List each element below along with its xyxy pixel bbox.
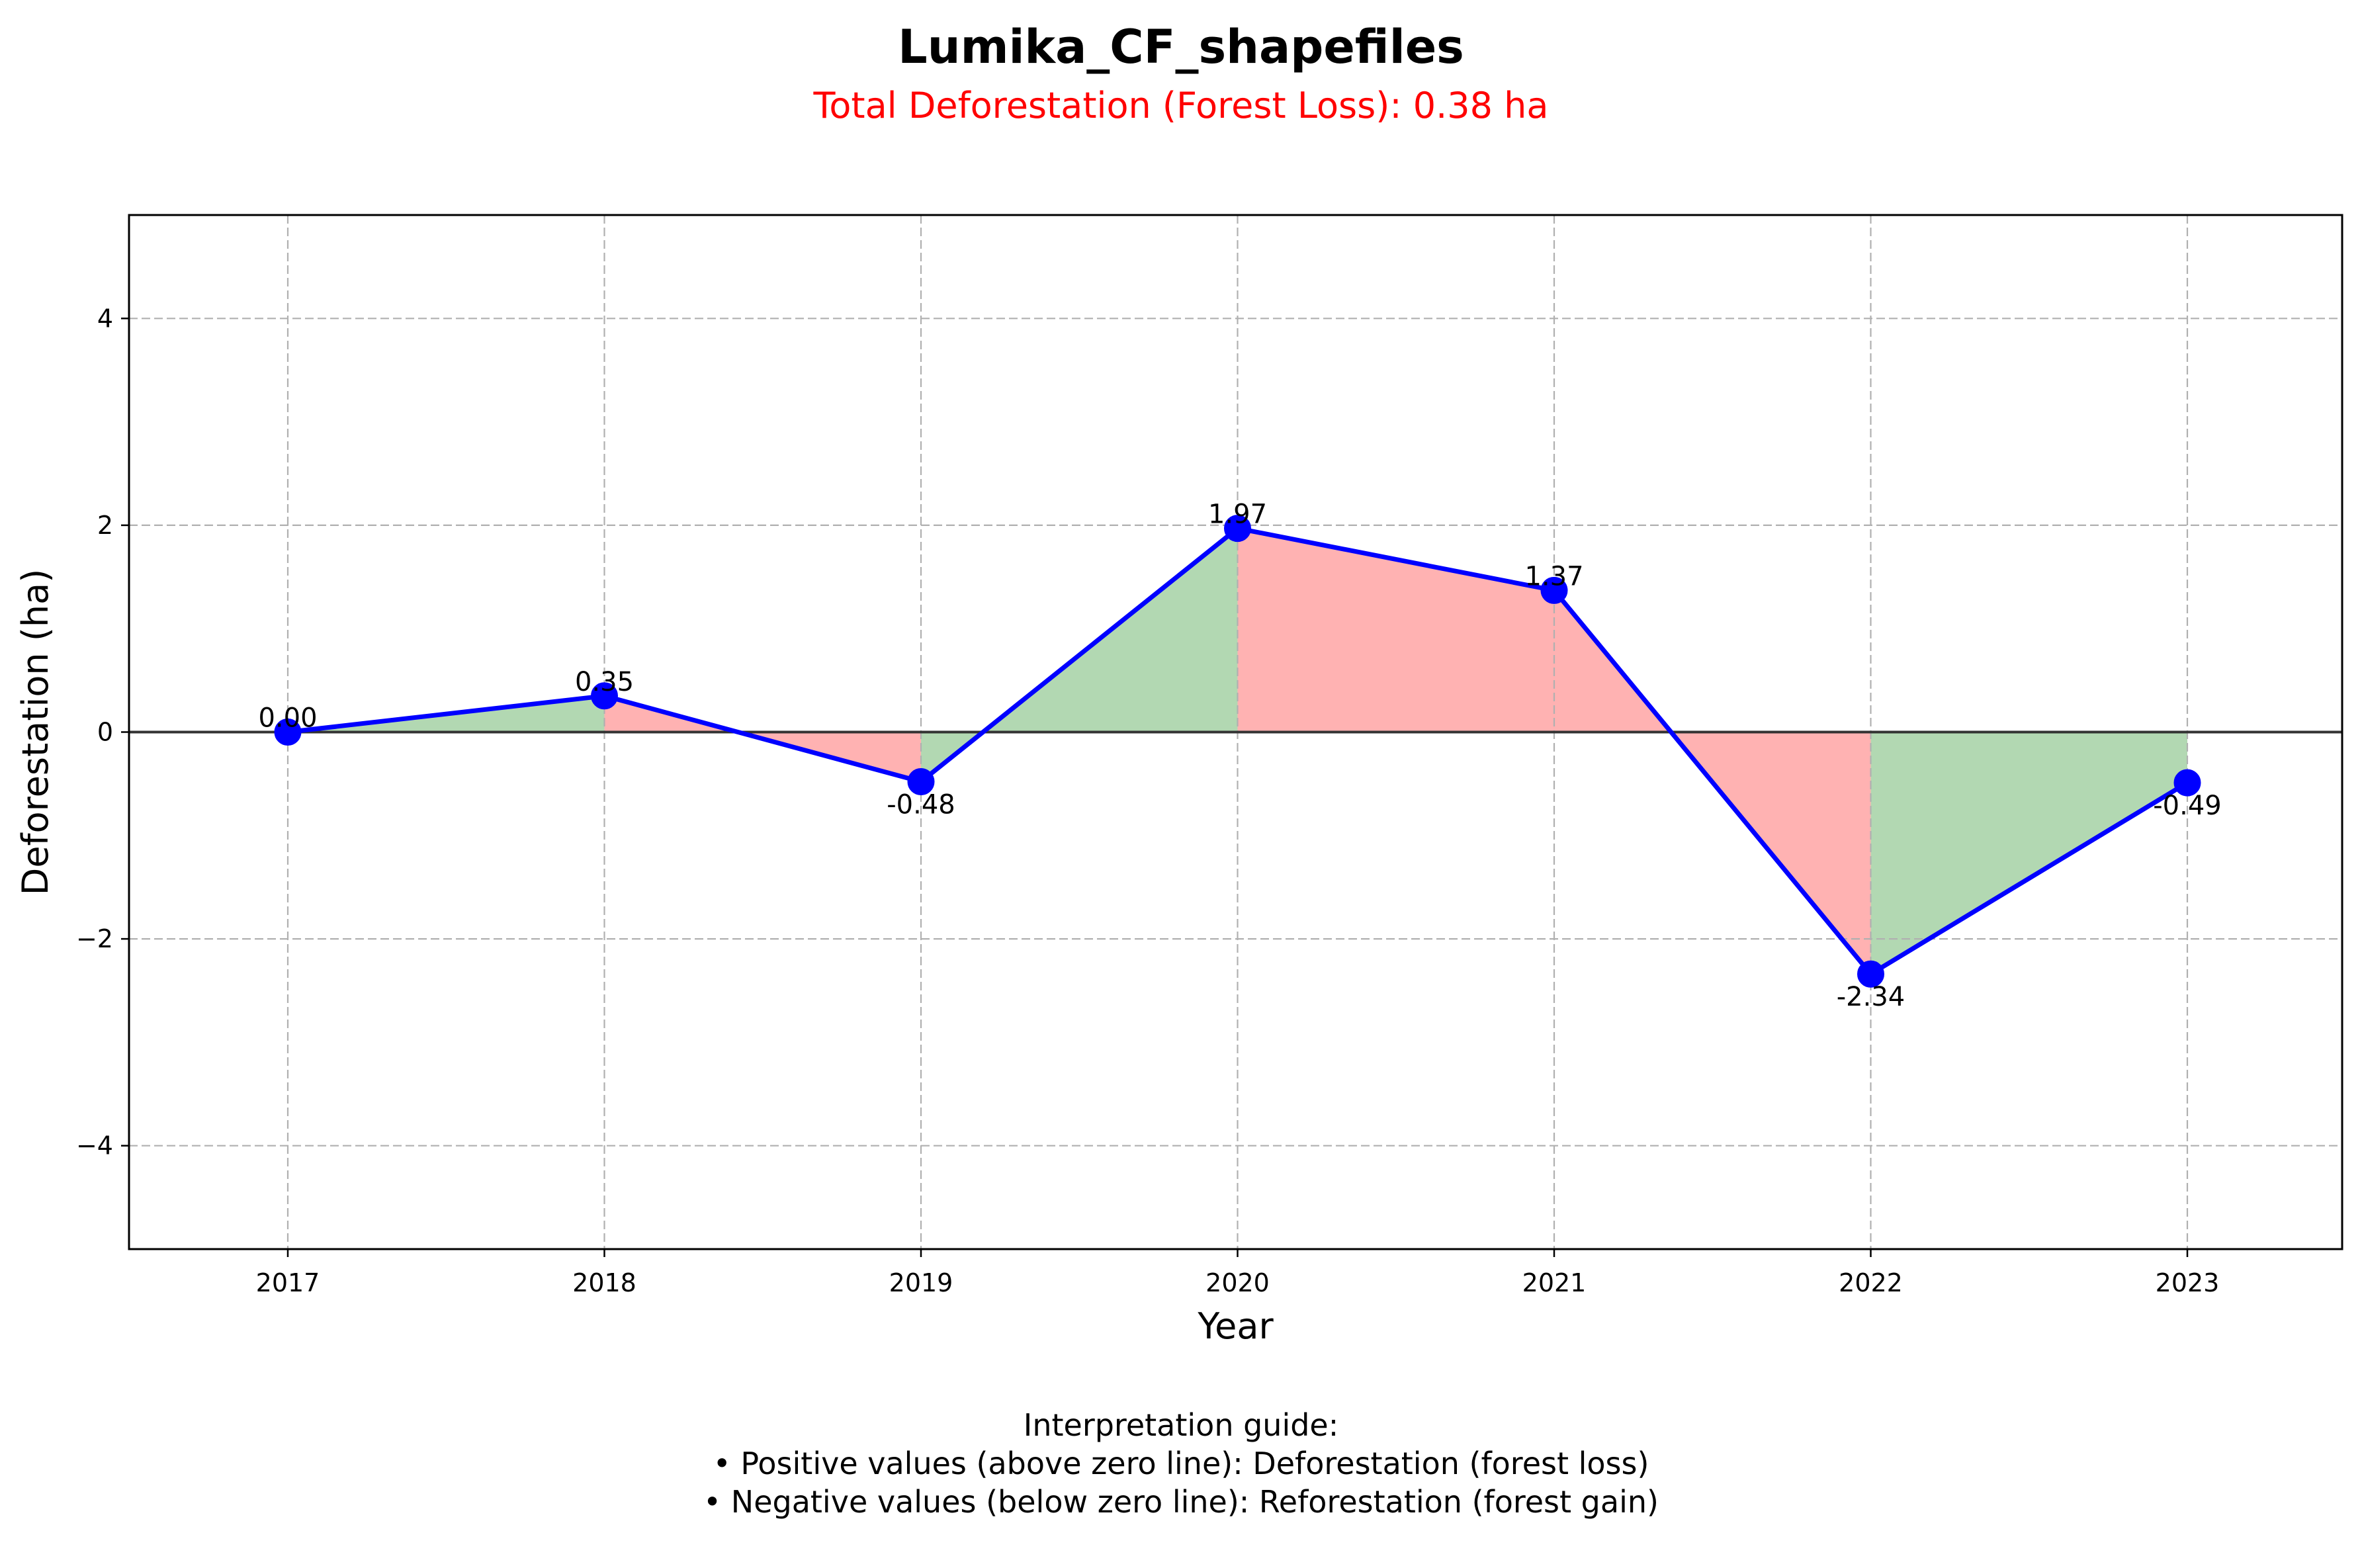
- chart-title: Lumika_CF_shapefiles: [898, 20, 1464, 74]
- data-label-2017: 0.00: [258, 703, 317, 734]
- data-point-2017: [274, 719, 302, 746]
- x-tick-label-2017: 2017: [256, 1268, 320, 1297]
- y-tick-label-4: 4: [97, 304, 113, 333]
- data-point-2018: [591, 682, 618, 710]
- fill-area-2022-2023: [1870, 732, 2187, 975]
- data-label-2021: 1.37: [1524, 561, 1583, 591]
- x-tick-label-2023: 2023: [2156, 1268, 2220, 1297]
- y-axis-label: Deforestation (ha): [15, 569, 56, 896]
- chart-subtitle: Total Deforestation (Forest Loss): 0.38 …: [813, 85, 1549, 126]
- axes-group: 2017 2018 2019 2020 2021 2022 2023 −4 −2 0 2 4 Year D…: [15, 214, 2343, 1347]
- y-tick-label--2: −2: [76, 924, 113, 953]
- x-tick-label-2021: 2021: [1522, 1268, 1587, 1297]
- y-tick-label--4: −4: [76, 1131, 113, 1160]
- data-label-2023: -0.49: [2153, 791, 2222, 821]
- guide-heading: Interpretation guide:: [1023, 1407, 1339, 1443]
- data-point-2019: [907, 768, 935, 796]
- x-tick-label-2018: 2018: [572, 1268, 636, 1297]
- y-tick-label-0: 0: [97, 718, 113, 747]
- fill-area-2020-2021: [1237, 528, 1554, 732]
- interpretation-guide: Interpretation guide: • Positive values …: [0, 1406, 2362, 1521]
- data-point-2023: [2173, 769, 2201, 797]
- data-label-2020: 1.97: [1208, 500, 1267, 530]
- data-point-2022: [1857, 960, 1884, 988]
- data-label-2022: -2.34: [1837, 982, 1905, 1012]
- series-group: [274, 515, 2201, 988]
- data-point-2020: [1224, 515, 1251, 543]
- x-tick-label-2019: 2019: [889, 1268, 953, 1297]
- x-tick-label-2022: 2022: [1839, 1268, 1903, 1297]
- data-labels-group: 0.00 0.35 -0.48 1.97 1.37 -2.34 -0.49: [258, 500, 2221, 1013]
- x-axis-label: Year: [1197, 1305, 1274, 1347]
- guide-line-negative: • Negative values (below zero line): Ref…: [703, 1484, 1659, 1520]
- data-label-2019: -0.48: [887, 790, 955, 820]
- x-tick-label-2020: 2020: [1205, 1268, 1270, 1297]
- guide-line-positive: • Positive values (above zero line): Def…: [713, 1446, 1649, 1481]
- data-label-2018: 0.35: [575, 667, 634, 697]
- y-tick-label-2: 2: [97, 511, 113, 540]
- data-point-2021: [1540, 576, 1568, 604]
